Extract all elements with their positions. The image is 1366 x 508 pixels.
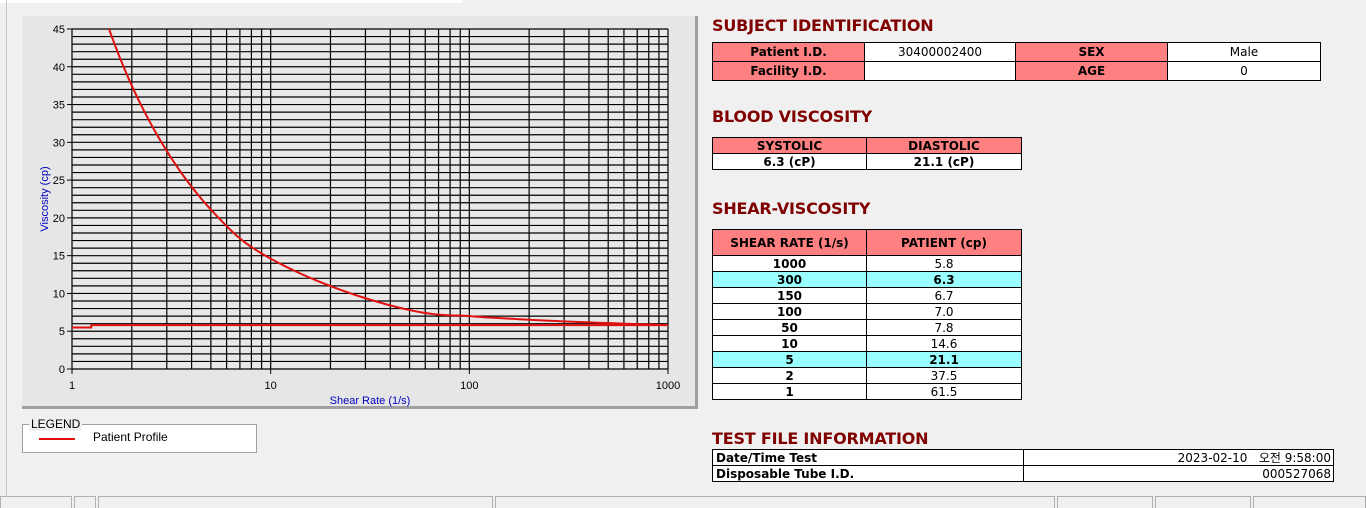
systolic-label: SYSTOLIC: [712, 137, 867, 154]
shear-row: 5 21.1: [712, 351, 1022, 368]
y-tick-label: 35: [53, 100, 65, 112]
x-tick-label: 1000: [656, 380, 680, 392]
shear-row: 150 6.7: [712, 287, 1022, 304]
shear-rate-cell: 100: [712, 303, 867, 320]
shear-row: 100 7.0: [712, 303, 1022, 320]
shear-rate-header: SHEAR RATE (1/s): [712, 229, 867, 256]
y-tick-label: 45: [53, 24, 65, 36]
shear-row: 10 14.6: [712, 335, 1022, 352]
chart-svg: 0 5 10 15 20 25 30 35 40 45 1 10 100 1000 Shear Rate (…: [39, 24, 680, 407]
x-tick-label: 10: [265, 380, 277, 392]
patient-cell: 6.7: [866, 287, 1022, 304]
date-value: 2023-02-10 오전 9:58:00: [1023, 449, 1334, 466]
subject-table: Patient I.D. 30400002400 SEX Male Facili…: [712, 42, 1321, 81]
shear-rate-cell: 5: [712, 351, 867, 368]
sex-label: SEX: [1015, 42, 1168, 62]
status-pane-3: [98, 496, 493, 508]
patient-id-label: Patient I.D.: [712, 42, 865, 62]
y-tick-label: 20: [53, 213, 65, 225]
y-tick-label: 25: [53, 175, 65, 187]
testfile-title: TEST FILE INFORMATION: [712, 429, 929, 448]
series-line: [108, 29, 666, 327]
patient-cell: 7.0: [866, 303, 1022, 320]
shear-rate-cell: 50: [712, 319, 867, 336]
shear-row: 1 61.5: [712, 383, 1022, 400]
blood-title: BLOOD VISCOSITY: [712, 107, 873, 126]
shear-rate-cell: 2: [712, 367, 867, 384]
facility-id-label: Facility I.D.: [712, 61, 865, 81]
blood-table: SYSTOLIC DIASTOLIC 6.3 (cP) 21.1 (cP): [712, 137, 1022, 170]
y-tick-label: 0: [59, 364, 65, 376]
series-line: [72, 324, 668, 329]
y-tick-label: 40: [53, 62, 65, 74]
subject-title: SUBJECT IDENTIFICATION: [712, 16, 934, 35]
patient-cell: 37.5: [866, 367, 1022, 384]
sex-value: Male: [1167, 42, 1321, 62]
patient-header: PATIENT (cp): [866, 229, 1022, 256]
left-border: [4, 0, 7, 496]
status-pane-2: [74, 496, 96, 508]
shear-row: 50 7.8: [712, 319, 1022, 336]
date-label: Date/Time Test: [712, 449, 1024, 466]
status-pane-1: [0, 496, 72, 508]
top-strip: [0, 0, 462, 3]
y-tick-label: 15: [53, 251, 65, 263]
diastolic-value: 21.1 (cP): [866, 153, 1022, 170]
patient-cell: 7.8: [866, 319, 1022, 336]
viscosity-chart: 0 5 10 15 20 25 30 35 40 45 1 10 100 1000 Shear Rate (…: [22, 16, 698, 409]
shear-row: 300 6.3: [712, 271, 1022, 288]
status-pane-5: [1057, 496, 1153, 508]
shear-rate-cell: 1000: [712, 255, 867, 272]
x-tick-label: 1: [69, 380, 75, 392]
shear-row: 1000 5.8: [712, 255, 1022, 272]
legend-label: Patient Profile: [93, 430, 168, 444]
plot-area: [72, 29, 668, 369]
y-tick-label: 30: [53, 137, 65, 149]
legend-swatch: [39, 438, 75, 440]
patient-id-value: 30400002400: [864, 42, 1016, 62]
legend-title: LEGEND: [29, 417, 83, 431]
age-value: 0: [1167, 61, 1321, 81]
patient-cell: 61.5: [866, 383, 1022, 400]
shear-rate-cell: 1: [712, 383, 867, 400]
shear-title: SHEAR-VISCOSITY: [712, 199, 871, 218]
status-pane-7: [1253, 496, 1366, 508]
x-axis-label: Shear Rate (1/s): [330, 395, 411, 407]
patient-cell: 5.8: [866, 255, 1022, 272]
shear-rate-cell: 300: [712, 271, 867, 288]
y-tick-label: 10: [53, 288, 65, 300]
status-pane-4: [495, 496, 1055, 508]
y-axis-label: Viscosity (cp): [39, 166, 51, 231]
legend: LEGEND Patient Profile: [22, 417, 257, 453]
age-label: AGE: [1015, 61, 1168, 81]
shear-row: 2 37.5: [712, 367, 1022, 384]
tube-value: 000527068: [1023, 465, 1334, 482]
x-tick-label: 100: [460, 380, 478, 392]
shear-rate-cell: 150: [712, 287, 867, 304]
facility-id-value: [864, 61, 1016, 81]
y-tick-label: 5: [59, 326, 65, 338]
testfile-table: Date/Time Test 2023-02-10 오전 9:58:00 Dis…: [712, 449, 1334, 482]
patient-cell: 14.6: [866, 335, 1022, 352]
tube-label: Disposable Tube I.D.: [712, 465, 1024, 482]
status-pane-6: [1155, 496, 1251, 508]
shear-table: SHEAR RATE (1/s) PATIENT (cp) 1000 5.8 300…: [712, 229, 1022, 400]
patient-cell: 6.3: [866, 271, 1022, 288]
patient-cell: 21.1: [866, 351, 1022, 368]
shear-rate-cell: 10: [712, 335, 867, 352]
systolic-value: 6.3 (cP): [712, 153, 867, 170]
diastolic-label: DIASTOLIC: [866, 137, 1022, 154]
